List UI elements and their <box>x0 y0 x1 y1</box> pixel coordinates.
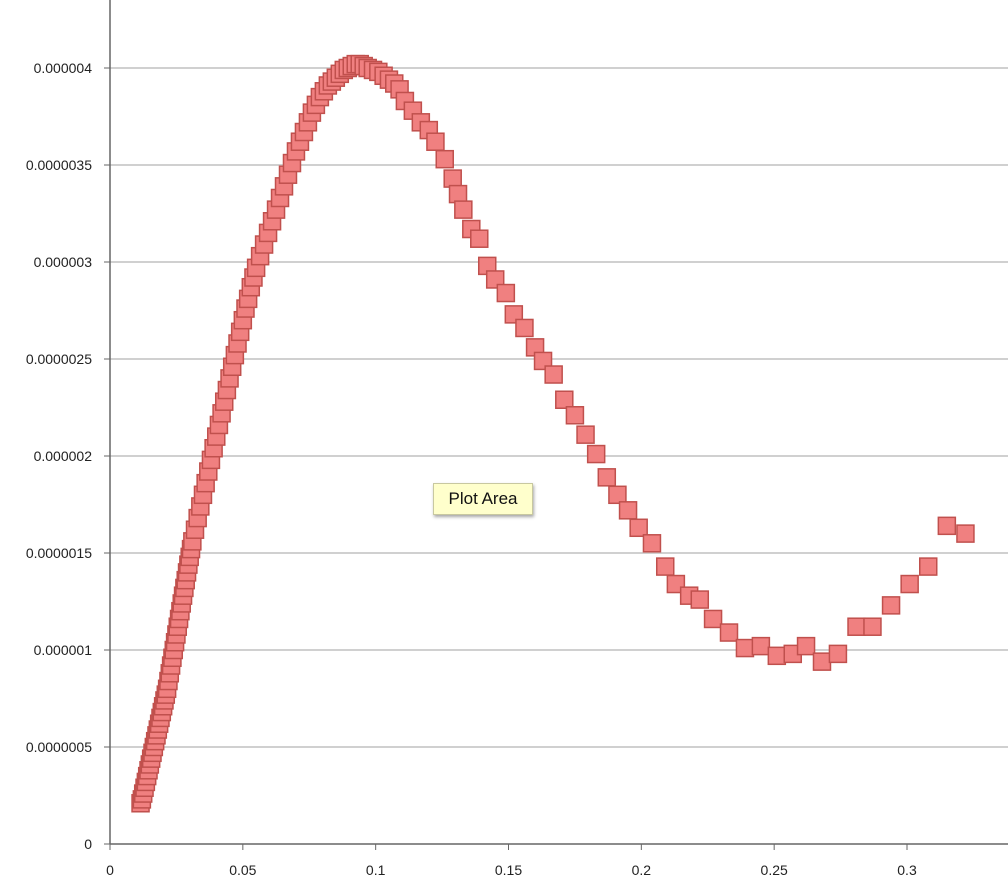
x-tick-labels: 0 0.05 0.1 0.15 0.2 0.25 0.3 <box>106 862 917 878</box>
data-point <box>443 169 462 188</box>
data-point <box>812 652 832 671</box>
data-point <box>690 590 710 609</box>
data-point <box>937 516 957 536</box>
y-tick-label: 0.0000035 <box>26 157 92 173</box>
data-point <box>828 644 848 664</box>
data-point <box>919 557 938 576</box>
data-point <box>655 557 675 576</box>
data-point <box>576 425 595 444</box>
y-tick-label: 0.000004 <box>34 60 93 76</box>
data-point <box>435 149 454 169</box>
data-point <box>608 485 627 505</box>
x-tick-label: 0 <box>106 862 114 878</box>
data-point <box>642 534 662 553</box>
data-point <box>597 468 617 487</box>
data-point <box>448 184 468 204</box>
x-tick-label: 0.05 <box>229 862 256 878</box>
axes <box>104 0 1008 850</box>
data-point <box>881 596 901 615</box>
plot-area-tooltip: Plot Area <box>433 483 533 515</box>
x-tick-label: 0.1 <box>366 862 386 878</box>
data-point <box>719 623 739 642</box>
data-point <box>796 636 816 656</box>
data-point <box>900 574 919 594</box>
data-point <box>515 318 534 338</box>
data-point <box>751 636 771 656</box>
data-point <box>735 638 755 658</box>
x-tick-label: 0.3 <box>897 862 917 878</box>
x-tick-label: 0.15 <box>495 862 522 878</box>
y-tick-label: 0.000001 <box>34 642 93 658</box>
x-tick-label: 0.2 <box>632 862 652 878</box>
data-point <box>504 305 524 324</box>
data-point <box>956 524 975 543</box>
y-tick-label: 0.000003 <box>34 254 93 270</box>
data-point <box>586 444 606 464</box>
y-tick-label: 0.0000025 <box>26 351 92 367</box>
data-point <box>767 646 787 666</box>
y-tick-label: 0 <box>84 836 92 852</box>
y-tick-label: 0.0000005 <box>26 739 92 755</box>
data-point <box>496 283 516 303</box>
data-points <box>131 54 975 813</box>
data-point <box>454 200 473 219</box>
data-point <box>533 351 553 371</box>
data-point <box>629 518 648 538</box>
data-point <box>544 365 563 384</box>
y-tick-labels: 0 0.0000005 0.000001 0.0000015 0.000002 0.000… <box>26 60 92 852</box>
data-point <box>863 617 882 636</box>
data-point <box>485 270 505 289</box>
y-tick-label: 0.0000015 <box>26 545 92 561</box>
data-point <box>847 617 866 636</box>
x-tick-label: 0.25 <box>761 862 788 878</box>
data-point <box>703 609 723 629</box>
data-point <box>426 132 445 151</box>
data-point <box>470 229 489 248</box>
data-point <box>618 501 638 520</box>
y-tick-label: 0.000002 <box>34 448 93 464</box>
data-point <box>565 406 585 425</box>
data-point <box>555 390 574 409</box>
